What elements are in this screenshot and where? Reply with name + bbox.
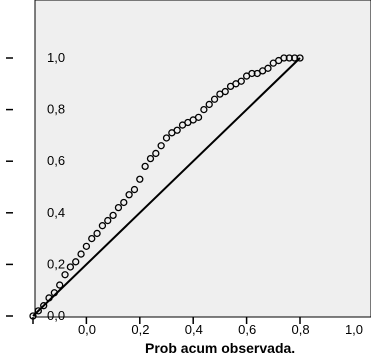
y-axis: 0,0 0,2 0,4 0,6 0,8 1,0 — [6, 50, 65, 323]
y-tick-label: 1,0 — [47, 50, 65, 65]
x-tick-label: 0,0 — [78, 322, 96, 337]
data-point — [82, 242, 91, 250]
data-point — [146, 154, 155, 163]
data-point — [98, 222, 107, 230]
data-point — [248, 69, 256, 78]
data-point — [136, 175, 144, 183]
data-point — [77, 250, 85, 258]
data-point — [61, 271, 69, 279]
data-point — [88, 234, 96, 243]
data-point — [109, 211, 117, 220]
data-point — [56, 281, 64, 289]
data-point — [114, 203, 123, 212]
data-point — [104, 216, 112, 225]
y-tick-label: 0,0 — [47, 308, 65, 323]
data-point — [120, 198, 128, 207]
data-point — [34, 307, 42, 315]
data-point — [237, 77, 245, 85]
data-point — [141, 162, 149, 171]
data-point — [205, 100, 213, 109]
data-point — [50, 289, 59, 297]
data-point — [162, 134, 171, 142]
x-tick-label: 0,6 — [238, 322, 256, 337]
data-point — [40, 302, 48, 310]
data-point — [152, 149, 160, 158]
reference-line — [32, 57, 301, 317]
data-point — [93, 229, 101, 238]
data-point — [200, 105, 208, 114]
x-axis-label: Prob acum observada. — [145, 340, 295, 356]
plot-area — [34, 0, 371, 318]
data-point — [125, 191, 133, 199]
x-tick-label: 0,2 — [131, 322, 149, 337]
data-point — [264, 64, 272, 72]
data-point — [296, 54, 304, 62]
x-tick-label: 0,8 — [292, 322, 310, 337]
x-tick-label: 1,0 — [345, 322, 363, 337]
data-point — [280, 54, 288, 62]
x-tick-label: 0,4 — [185, 322, 203, 337]
data-point — [210, 95, 219, 103]
data-point — [72, 258, 80, 266]
data-point — [173, 126, 181, 134]
data-point — [291, 54, 299, 62]
y-tick-label: 0,6 — [47, 153, 65, 168]
y-tick-label: 0,4 — [47, 205, 65, 220]
x-axis: 0,0 0,2 0,4 0,6 0,8 1,0 — [32, 317, 363, 337]
data-point — [130, 185, 139, 194]
y-tick-label: 0,8 — [47, 102, 65, 117]
data-point — [194, 113, 203, 121]
y-tick-label: 0,2 — [47, 256, 65, 271]
data-point — [285, 54, 293, 62]
diagonal-reference-line — [32, 57, 301, 317]
data-point — [157, 142, 165, 150]
data-point — [66, 263, 75, 271]
data-points — [29, 54, 304, 320]
data-point — [221, 87, 229, 96]
data-point — [45, 294, 53, 302]
